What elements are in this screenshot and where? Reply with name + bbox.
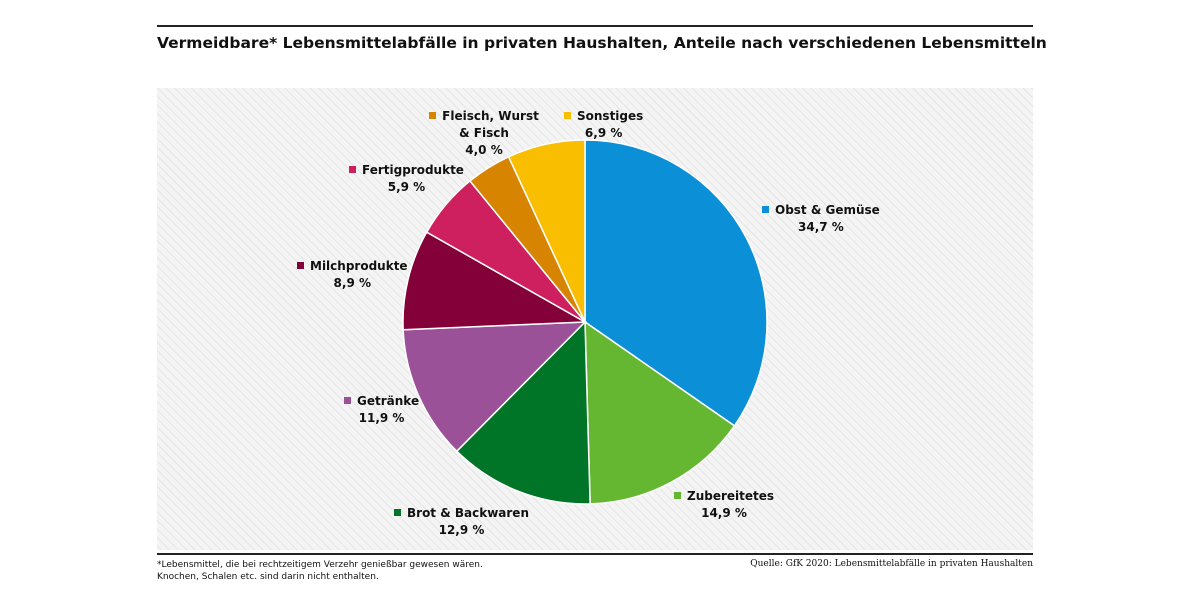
chart-title: Vermeidbare* Lebensmittelabfälle in priv… <box>157 34 1047 52</box>
label-value: 5,9 % <box>387 180 426 194</box>
top-rule <box>157 25 1033 27</box>
label-value: 4,0 % <box>465 143 503 157</box>
pie-slice-4 <box>402 231 588 331</box>
label-text: Zubereitetes <box>687 489 775 503</box>
label-value: 8,9 % <box>333 276 372 290</box>
legend-swatch <box>674 492 681 499</box>
label-sonstiges: Sonstiges 6,9 % <box>564 108 643 142</box>
label-value: 12,9 % <box>438 523 485 537</box>
label-value: 14,9 % <box>701 506 747 520</box>
bottom-rule <box>157 553 1033 555</box>
footnote-line-1: *Lebensmittel, die bei rechtzeitigem Ver… <box>157 560 483 570</box>
label-text: Fertigprodukte <box>362 163 464 177</box>
legend-swatch <box>429 112 437 119</box>
legend-swatch <box>394 509 401 516</box>
label-text: Getränke <box>357 394 420 408</box>
label-fleisch-wurst-fisch: Fleisch, Wurst & Fisch 4,0 % <box>425 108 543 159</box>
pie-slice-1 <box>584 320 736 505</box>
footnote-line-2: Knochen, Schalen etc. sind darin nicht e… <box>157 572 379 582</box>
label-text: Sonstiges <box>577 109 644 123</box>
legend-swatch <box>297 262 304 269</box>
label-brot-backwaren: Brot & Backwaren 12,9 % <box>394 505 529 539</box>
pie-slice-0 <box>584 139 768 427</box>
label-text: Obst & Gemüse <box>775 203 880 217</box>
label-text: Fleisch, Wurst & Fisch <box>442 109 539 140</box>
pie-slice-2 <box>455 320 591 505</box>
pie-chart <box>157 88 1033 550</box>
label-obst-gemuese: Obst & Gemüse 34,7 % <box>762 202 880 236</box>
label-zubereitetes: Zubereitetes 14,9 % <box>674 488 774 522</box>
legend-swatch <box>349 166 356 173</box>
label-fertigprodukte: Fertigprodukte 5,9 % <box>349 162 464 196</box>
pie-slice-3 <box>402 321 587 453</box>
footnote: *Lebensmittel, die bei rechtzeitigem Ver… <box>157 559 483 583</box>
chart-area: Obst & Gemüse 34,7 % Zubereitetes 14,9 %… <box>157 88 1033 550</box>
legend-swatch <box>344 397 351 404</box>
label-getraenke: Getränke 11,9 % <box>344 393 419 427</box>
legend-swatch <box>564 112 571 119</box>
label-value: 11,9 % <box>358 411 405 425</box>
pie-slice-7 <box>507 139 586 323</box>
label-text: Brot & Backwaren <box>407 506 529 520</box>
label-value: 6,9 % <box>584 126 623 140</box>
label-milchprodukte: Milchprodukte 8,9 % <box>297 258 408 292</box>
source-note: Quelle: GfK 2020: Lebensmittelabfälle in… <box>750 559 1033 569</box>
label-value: 34,7 % <box>798 220 844 234</box>
legend-swatch <box>762 206 769 213</box>
label-text: Milchprodukte <box>310 259 408 273</box>
